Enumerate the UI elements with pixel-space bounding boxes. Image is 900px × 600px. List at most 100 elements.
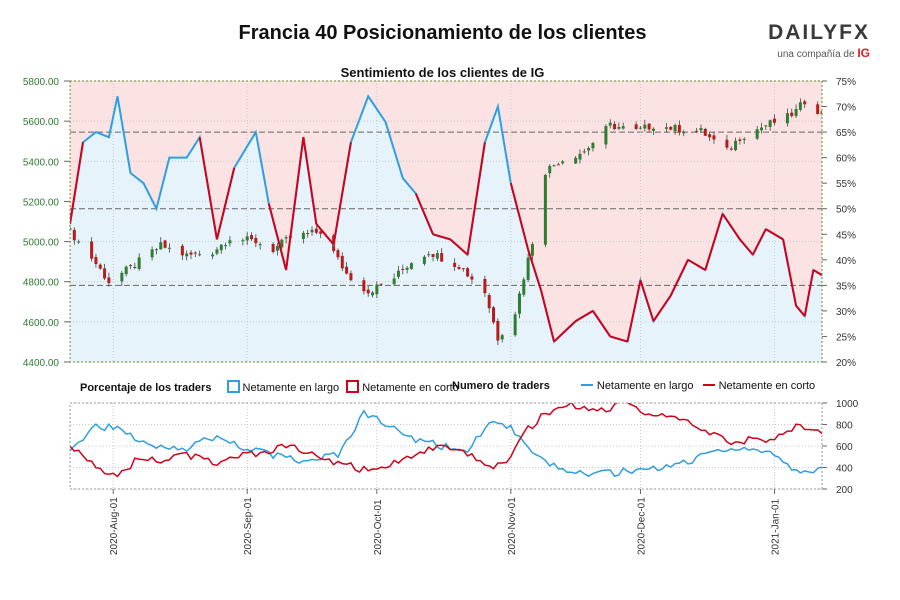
candle-body [677, 124, 681, 133]
y-count-tick-label: 400 [836, 464, 853, 475]
x-tick-label: 2020-Oct-01 [373, 499, 384, 555]
y-left-tick-label: 5400.00 [23, 157, 60, 168]
candle-body [708, 134, 712, 138]
y-right-tick-label: 55% [836, 179, 856, 190]
candle-body [90, 241, 94, 259]
candle-body [785, 113, 789, 124]
net-long-area [70, 96, 822, 363]
net-short-sentiment-segment [575, 310, 594, 322]
candle-body [431, 254, 435, 257]
candle-body [548, 166, 552, 174]
net-short-sentiment-segment [687, 258, 706, 271]
candle-body [453, 262, 457, 267]
candle-body [820, 111, 822, 115]
candle-body [738, 139, 742, 141]
candle-body [673, 125, 677, 132]
net-short-sentiment-segment [527, 249, 543, 291]
candle-body [816, 104, 820, 115]
candle-body [582, 151, 586, 153]
net-short-sentiment-segment [592, 310, 612, 338]
candle-body [211, 254, 215, 257]
candle-body [107, 277, 111, 284]
candle-body [764, 125, 768, 127]
candle-body [310, 229, 314, 233]
y-count-tick-label: 800 [836, 421, 853, 432]
candle-body [587, 148, 591, 151]
percent-legend-header: Porcentaje de los traders [80, 382, 212, 394]
candle-body [759, 127, 763, 131]
candle-body [94, 257, 98, 265]
net-short-sentiment-segment [721, 213, 741, 240]
x-tick-label: 2020-Dec-01 [636, 497, 647, 555]
net-short-sentiment-segment [267, 203, 288, 271]
candle-body [280, 239, 284, 248]
candle-body [699, 128, 703, 131]
candle-body [133, 266, 137, 268]
sentiment-lines [70, 94, 822, 344]
candle-body [150, 249, 154, 258]
candle-body [70, 228, 72, 230]
brand-tagline: una compañía de IG [755, 46, 870, 60]
net-short-sentiment-segment [639, 279, 655, 322]
y-right-tick-label: 75% [836, 77, 856, 88]
y-right-tick-label: 30% [836, 307, 856, 318]
candle-body [77, 241, 81, 243]
net-short-sentiment-segment [285, 137, 305, 271]
candle-body [275, 245, 279, 251]
candle-body [185, 253, 189, 257]
candle-body [198, 254, 202, 256]
net-short-sentiment-segment [553, 320, 577, 343]
brand-name: DAILYFX [768, 21, 870, 44]
y-right-tick-label: 35% [836, 281, 856, 292]
net-short-sentiment-segment [315, 223, 335, 246]
candle-body [271, 243, 275, 253]
y-right-tick-label: 40% [836, 256, 856, 267]
trader-count-panel: 200 400 600 800 1000 [69, 399, 859, 496]
net-short-sentiment-segment [751, 228, 767, 256]
candle-body [768, 120, 772, 127]
candle-body [634, 124, 638, 129]
net-short-sentiment-segment [795, 305, 806, 317]
candle-body [72, 229, 76, 241]
candle-body [345, 266, 349, 274]
net-long-count-line [70, 409, 822, 478]
net-short-sentiment-segment [739, 238, 754, 256]
candle-body [530, 244, 534, 256]
candle-body [440, 253, 444, 262]
candle-body [742, 138, 746, 140]
net-short-count-line [70, 403, 822, 478]
candle-body [669, 126, 673, 130]
candle-body [375, 284, 379, 295]
net-short-sentiment-segment [669, 259, 689, 297]
candle-body [734, 140, 738, 151]
candle-body [405, 267, 409, 270]
candle-body [219, 244, 223, 251]
candle-body [591, 143, 595, 149]
candle-body [470, 276, 474, 280]
candle-body [556, 164, 560, 166]
candle-body [794, 108, 798, 117]
candle-body [638, 127, 642, 129]
candle-body [409, 263, 413, 269]
y-right-tick-label: 50% [836, 205, 856, 216]
candle-body [124, 266, 128, 275]
candle-body [617, 126, 621, 129]
candle-body [258, 244, 262, 246]
long-line-swatch [580, 384, 593, 386]
bottom-frame [69, 402, 823, 490]
y-count-tick-label: 200 [836, 485, 853, 496]
net-short-sentiment-segment [332, 142, 352, 245]
candle-body [613, 123, 617, 130]
candle-body [137, 257, 141, 269]
net-short-sentiment-segment [782, 239, 798, 306]
candle-body [167, 247, 171, 249]
y-left-tick-label: 4800.00 [23, 278, 60, 289]
candle-body [319, 231, 323, 234]
candle-body [526, 257, 530, 280]
candle-body [643, 124, 647, 129]
candle-body [392, 278, 396, 285]
dailyfx-logo: DAILYFX una compañía de IG [755, 21, 870, 61]
candle-body [483, 278, 487, 294]
candle-body [284, 237, 288, 239]
